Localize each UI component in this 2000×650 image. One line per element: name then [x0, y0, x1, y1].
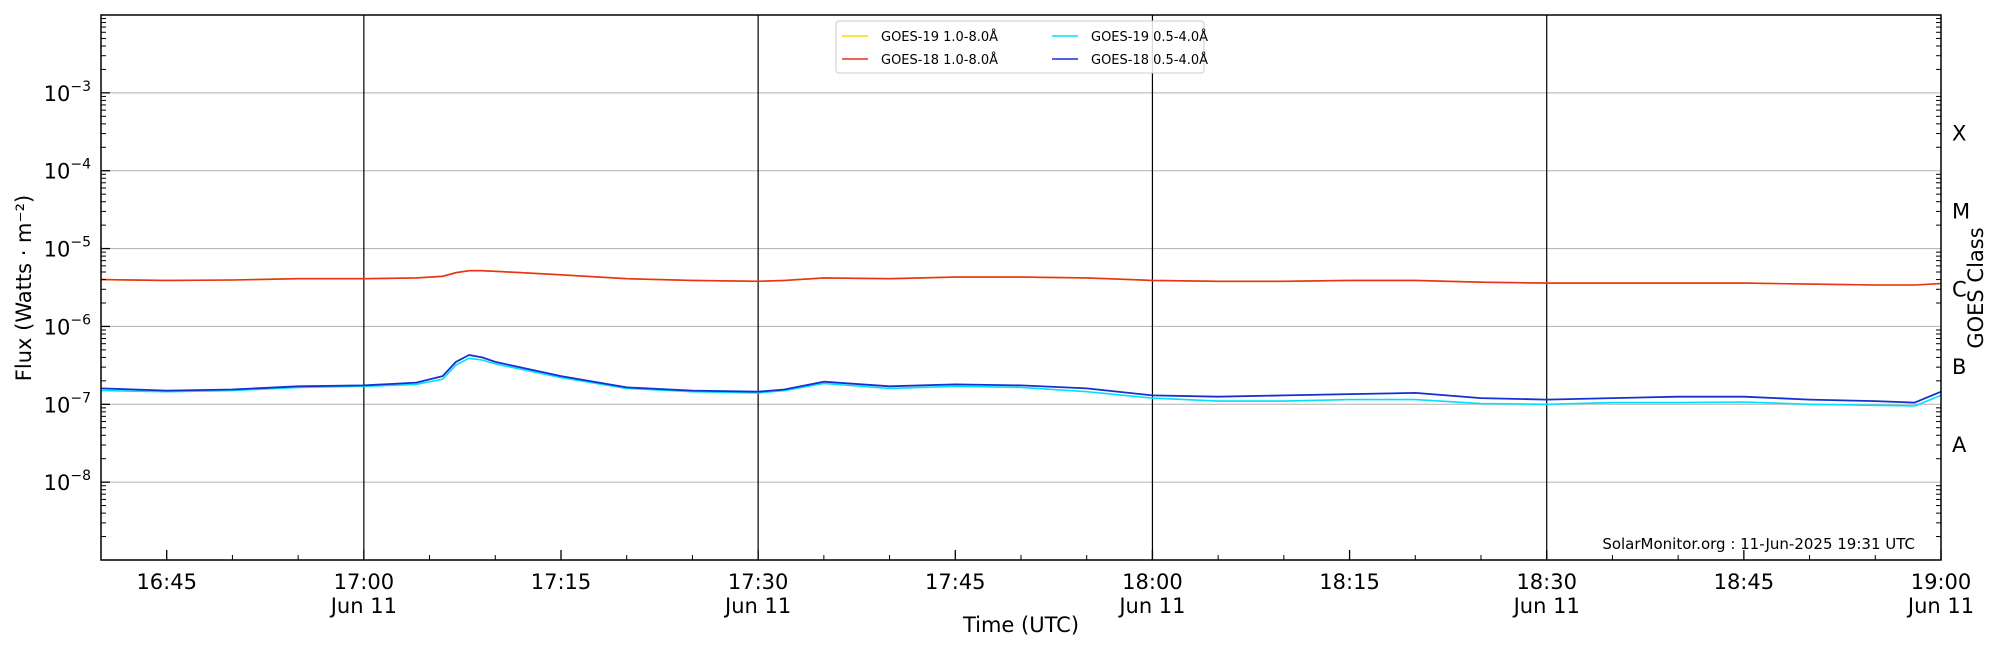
legend-box	[835, 20, 1205, 74]
series-line-1	[100, 269, 1942, 286]
goes-class-label: C	[1952, 277, 1967, 301]
legend-label: GOES-18 1.0-8.0Å	[881, 52, 998, 68]
y-tick-exponent: −7	[70, 390, 91, 406]
y-tick-label: 10−6	[44, 312, 91, 339]
vline-layer	[363, 15, 1548, 560]
x-tick-label: 16:45	[136, 570, 197, 594]
plot-frame	[100, 14, 1942, 561]
x-tick-date-label: Jun 11	[1117, 594, 1185, 618]
series-layer	[100, 269, 1942, 407]
grid-layer	[101, 92, 1941, 483]
x-tick-label: 17:30	[728, 570, 789, 594]
y-tick-exponent: −8	[70, 468, 91, 484]
x-tick-date-label: Jun 11	[1512, 594, 1580, 618]
y-tick-exponent: −4	[70, 157, 91, 173]
x-tick-label: 17:45	[925, 570, 986, 594]
x-tick-label: 18:15	[1319, 570, 1380, 594]
x-tick-date-label: Jun 11	[723, 594, 791, 618]
class-label-layer: A B C M X	[1952, 122, 1970, 457]
x-tick-label: 18:30	[1516, 570, 1577, 594]
y-tick-exponent: −3	[70, 79, 91, 95]
legend-label: GOES-19 0.5-4.0Å	[1091, 29, 1208, 45]
goes-class-label: B	[1952, 355, 1966, 379]
legend: GOES-19 1.0-8.0Å GOES-18 1.0-8.0Å GOES-19 …	[835, 20, 1208, 74]
y-tick-label: 10−3	[44, 79, 91, 106]
series-line-2	[100, 357, 1942, 407]
y-tick-label: 10−5	[44, 235, 91, 262]
y-tick-exponent: −5	[70, 235, 91, 251]
x-tick-date-label: Jun 11	[329, 594, 397, 618]
legend-label: GOES-18 0.5-4.0Å	[1091, 52, 1208, 68]
credit-annotation: SolarMonitor.org : 11-Jun-2025 19:31 UTC	[1602, 535, 1915, 553]
y-tick-label: 10−8	[44, 468, 91, 495]
goes-class-label: A	[1952, 433, 1967, 457]
goes-class-label: M	[1952, 199, 1970, 223]
x-tick-label: 17:15	[531, 570, 592, 594]
y-tick-label: 10−4	[44, 157, 91, 184]
x-tick-date-label: Jun 11	[1906, 594, 1974, 618]
x-tick-label: 18:00	[1122, 570, 1183, 594]
x-tick-label: 19:00	[1911, 570, 1972, 594]
x-tick-label: 18:45	[1714, 570, 1775, 594]
x-tick-label: 17:00	[334, 570, 395, 594]
y-tick-label: 10−7	[44, 390, 91, 417]
y-tick-exponent: −6	[70, 312, 91, 328]
series-line-3	[100, 354, 1942, 404]
y-axis-title: Flux (Watts · m⁻²)	[12, 195, 36, 381]
legend-label: GOES-19 1.0-8.0Å	[881, 29, 998, 45]
y2-axis-title: GOES Class	[1964, 227, 1988, 348]
goes-class-label: X	[1952, 122, 1966, 146]
x-axis-title: Time (UTC)	[962, 613, 1079, 637]
